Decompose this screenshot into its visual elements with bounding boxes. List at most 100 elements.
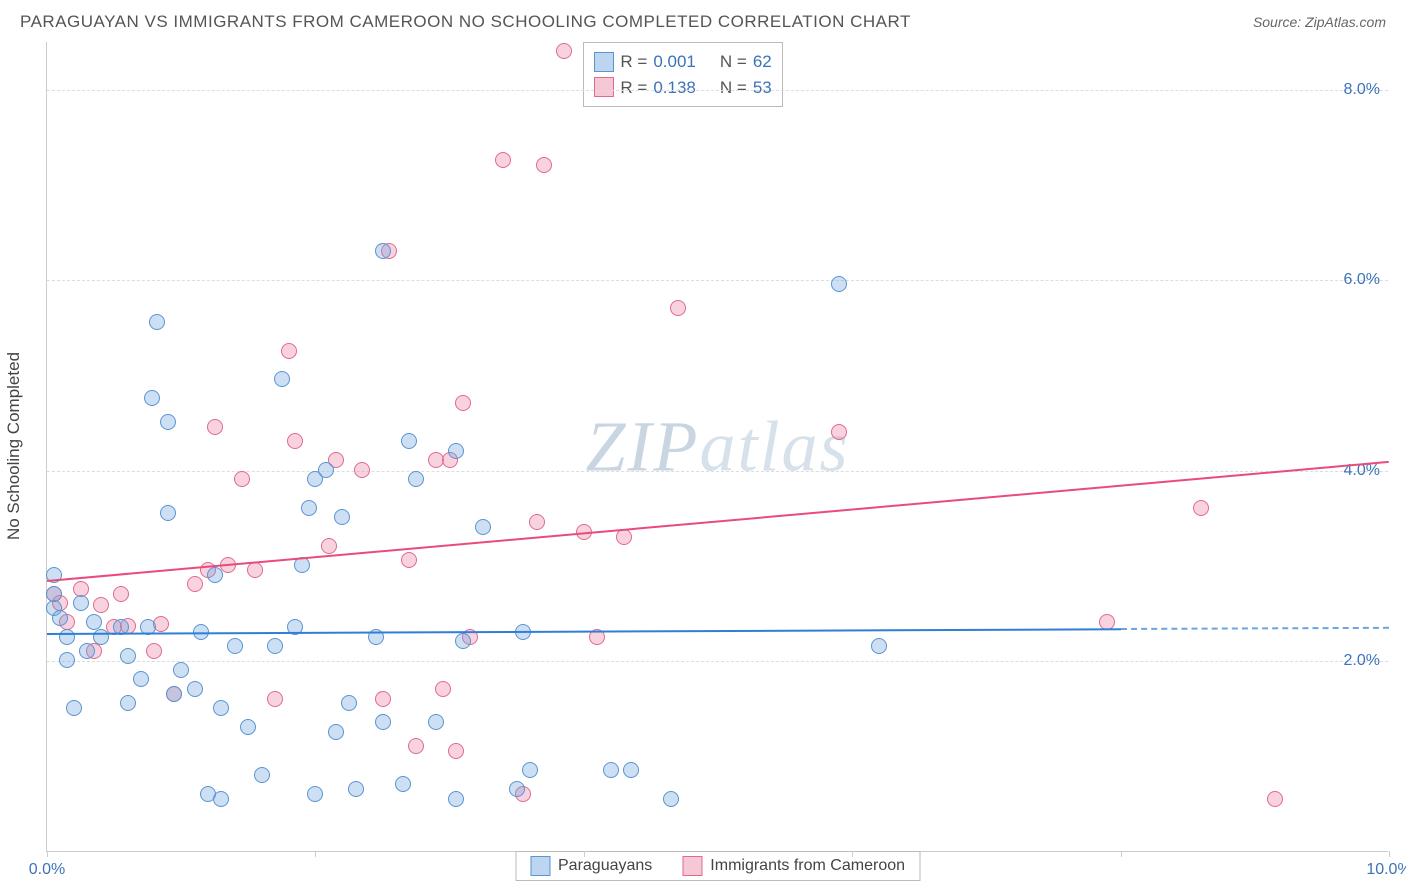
chart-title: PARAGUAYAN VS IMMIGRANTS FROM CAMEROON N… <box>20 12 911 32</box>
data-point <box>120 648 136 664</box>
gridline <box>47 90 1388 91</box>
data-point <box>623 762 639 778</box>
data-point <box>146 643 162 659</box>
data-point <box>522 762 538 778</box>
data-point <box>448 743 464 759</box>
legend-label: Immigrants from Cameroon <box>710 857 905 875</box>
data-point <box>66 700 82 716</box>
chart-header: PARAGUAYAN VS IMMIGRANTS FROM CAMEROON N… <box>0 0 1406 40</box>
data-point <box>395 776 411 792</box>
trend-line <box>1121 627 1389 630</box>
y-axis-label: No Schooling Completed <box>4 352 24 540</box>
source-label: Source: <box>1253 14 1305 30</box>
data-point <box>448 791 464 807</box>
r-value: 0.001 <box>653 49 696 75</box>
data-point <box>663 791 679 807</box>
data-point <box>52 610 68 626</box>
data-point <box>59 629 75 645</box>
y-tick-label: 2.0% <box>1344 652 1380 670</box>
data-point <box>160 414 176 430</box>
data-point <box>287 433 303 449</box>
data-point <box>556 43 572 59</box>
r-value: 0.138 <box>653 75 696 101</box>
data-point <box>227 638 243 654</box>
data-point <box>536 157 552 173</box>
data-point <box>274 371 290 387</box>
gridline <box>47 471 1388 472</box>
data-point <box>213 700 229 716</box>
data-point <box>328 724 344 740</box>
data-point <box>160 505 176 521</box>
y-tick-label: 8.0% <box>1344 81 1380 99</box>
data-point <box>348 781 364 797</box>
data-point <box>173 662 189 678</box>
data-point <box>240 719 256 735</box>
data-point <box>234 471 250 487</box>
data-point <box>1193 500 1209 516</box>
x-tick-mark <box>47 851 48 857</box>
data-point <box>831 276 847 292</box>
data-point <box>435 681 451 697</box>
n-label: N = <box>720 49 747 75</box>
data-point <box>59 652 75 668</box>
data-point <box>187 681 203 697</box>
x-tick-mark <box>584 851 585 857</box>
data-point <box>428 714 444 730</box>
data-point <box>375 714 391 730</box>
x-tick-mark <box>852 851 853 857</box>
data-point <box>144 390 160 406</box>
data-point <box>603 762 619 778</box>
data-point <box>254 767 270 783</box>
data-point <box>455 633 471 649</box>
x-tick-mark <box>1121 851 1122 857</box>
series-legend: ParaguayansImmigrants from Cameroon <box>515 851 920 881</box>
data-point <box>448 443 464 459</box>
source-name: ZipAtlas.com <box>1305 14 1386 30</box>
data-point <box>341 695 357 711</box>
series-swatch <box>682 856 702 876</box>
data-point <box>93 597 109 613</box>
data-point <box>529 514 545 530</box>
series-swatch <box>594 77 614 97</box>
data-point <box>207 419 223 435</box>
data-point <box>153 616 169 632</box>
data-point <box>307 786 323 802</box>
stat-row: R =0.001 N =62 <box>594 49 771 75</box>
data-point <box>166 686 182 702</box>
data-point <box>301 500 317 516</box>
data-point <box>46 586 62 602</box>
chart-area: ZIPatlas R =0.001N =62R =0.138N =53 Para… <box>46 42 1388 852</box>
data-point <box>93 629 109 645</box>
n-label: N = <box>720 75 747 101</box>
stat-row: R =0.138N =53 <box>594 75 771 101</box>
data-point <box>1267 791 1283 807</box>
data-point <box>73 595 89 611</box>
data-point <box>401 433 417 449</box>
data-point <box>113 586 129 602</box>
data-point <box>120 695 136 711</box>
data-point <box>375 691 391 707</box>
series-swatch <box>594 52 614 72</box>
data-point <box>475 519 491 535</box>
data-point <box>831 424 847 440</box>
plot-area: ZIPatlas R =0.001N =62R =0.138N =53 Para… <box>47 42 1388 851</box>
r-label: R = <box>620 49 647 75</box>
data-point <box>207 567 223 583</box>
data-point <box>455 395 471 411</box>
n-value: 62 <box>753 49 772 75</box>
data-point <box>321 538 337 554</box>
data-point <box>79 643 95 659</box>
stats-legend-box: R =0.001 N =62R =0.138 N =53 <box>583 42 782 107</box>
legend-item: Immigrants from Cameroon <box>682 856 905 876</box>
data-point <box>408 738 424 754</box>
gridline <box>47 280 1388 281</box>
data-point <box>375 243 391 259</box>
data-point <box>267 638 283 654</box>
data-point <box>509 781 525 797</box>
data-point <box>213 791 229 807</box>
data-point <box>670 300 686 316</box>
watermark: ZIPatlas <box>585 405 849 488</box>
n-value: 53 <box>753 75 772 101</box>
x-tick-mark <box>1389 851 1390 857</box>
data-point <box>334 509 350 525</box>
